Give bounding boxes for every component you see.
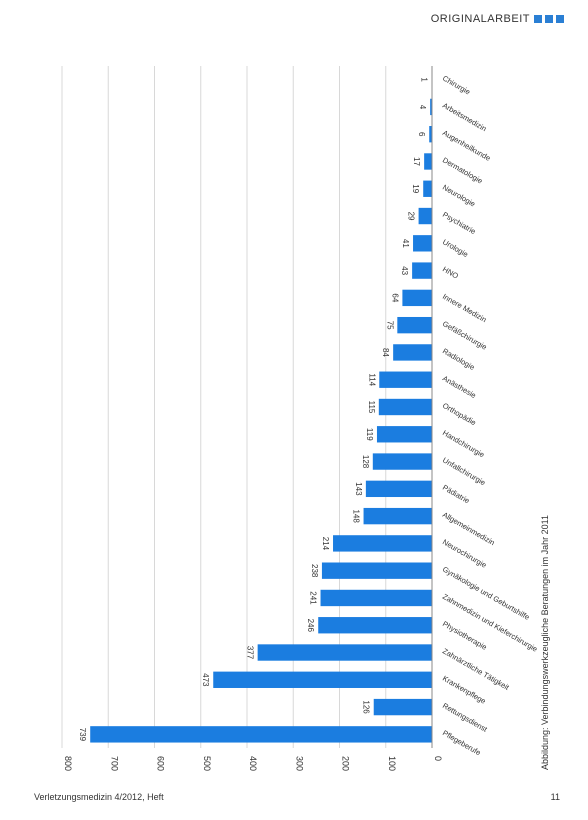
footer-page: 11 bbox=[551, 792, 560, 802]
category-label: Dermatologie bbox=[441, 155, 484, 185]
header-square bbox=[545, 15, 553, 23]
value-label: 377 bbox=[246, 646, 255, 660]
bar bbox=[379, 371, 432, 388]
bar bbox=[376, 426, 432, 443]
x-tick-label: 0 bbox=[433, 756, 443, 761]
value-label: 126 bbox=[362, 700, 371, 714]
bar bbox=[418, 207, 432, 225]
x-tick-label: 500 bbox=[202, 756, 212, 771]
bar bbox=[429, 126, 432, 143]
bar bbox=[213, 671, 432, 688]
value-label: 473 bbox=[201, 673, 210, 687]
category-label: Neurologie bbox=[441, 183, 477, 209]
bar bbox=[363, 507, 432, 525]
section-label: ORIGINALARBEIT bbox=[431, 13, 530, 25]
header-square bbox=[556, 15, 564, 23]
category-label: Innere Medizin bbox=[441, 292, 488, 324]
category-label: Unfallchirurgie bbox=[441, 455, 487, 487]
value-label: 6 bbox=[417, 132, 426, 137]
bar bbox=[257, 644, 432, 661]
x-tick-label: 300 bbox=[294, 756, 304, 771]
category-label: Gynäkologie und Geburtshilfe bbox=[441, 565, 531, 622]
x-tick-label: 400 bbox=[248, 756, 258, 771]
bar bbox=[413, 235, 432, 252]
x-tick-label: 600 bbox=[156, 756, 166, 771]
value-label: 75 bbox=[385, 321, 394, 330]
value-label: 241 bbox=[309, 591, 318, 605]
x-tick-label: 800 bbox=[63, 756, 73, 771]
bar bbox=[393, 344, 432, 361]
category-label: Pflegeberufe bbox=[441, 728, 482, 757]
value-label: 84 bbox=[381, 348, 390, 357]
value-label: 115 bbox=[367, 401, 376, 414]
value-label: 29 bbox=[407, 212, 416, 221]
x-tick-label: 700 bbox=[109, 756, 119, 771]
value-label: 17 bbox=[412, 157, 421, 166]
value-label: 128 bbox=[361, 455, 370, 469]
header-square bbox=[534, 15, 542, 23]
bar bbox=[373, 698, 432, 716]
category-label: Orthopädie bbox=[441, 401, 478, 427]
value-label: 114 bbox=[367, 373, 376, 386]
value-label: 143 bbox=[354, 482, 363, 496]
category-label: Neurochirurgie bbox=[441, 537, 488, 569]
bar bbox=[372, 453, 432, 470]
bar bbox=[365, 480, 432, 498]
category-label: Chirurgie bbox=[441, 74, 472, 97]
bar bbox=[430, 98, 432, 116]
bar bbox=[397, 316, 432, 334]
x-tick-label: 200 bbox=[341, 756, 351, 771]
value-label: 119 bbox=[365, 428, 374, 441]
bar bbox=[333, 535, 432, 552]
bar bbox=[424, 153, 432, 170]
category-label: Krankenpflege bbox=[441, 674, 487, 706]
chart-title: Abbildung: Verbindungswerkzeugliche Bera… bbox=[540, 515, 550, 770]
value-label: 41 bbox=[401, 239, 410, 248]
bar bbox=[318, 617, 432, 634]
value-label: 214 bbox=[321, 537, 330, 551]
bar bbox=[321, 562, 432, 579]
category-label: Radiologie bbox=[441, 346, 476, 372]
value-label: 739 bbox=[78, 728, 87, 742]
footer-journal: Verletzungsmedizin 4/2012, Heft bbox=[34, 792, 164, 802]
category-label: HNO bbox=[441, 265, 460, 281]
category-label: Handchirurgie bbox=[441, 428, 486, 459]
value-label: 19 bbox=[411, 184, 420, 193]
category-label: Zahnmedizin und Kieferchirurgie bbox=[441, 592, 539, 654]
value-label: 238 bbox=[310, 564, 319, 578]
category-label: Anästhesie bbox=[441, 374, 478, 400]
bar bbox=[412, 262, 432, 279]
category-label: Urologie bbox=[441, 237, 470, 259]
bar bbox=[378, 398, 432, 416]
bar bbox=[402, 289, 432, 307]
category-label: Psychiatrie bbox=[441, 210, 477, 236]
value-label: 4 bbox=[418, 105, 427, 110]
bar bbox=[423, 180, 432, 197]
category-label: Pädiatrie bbox=[441, 483, 471, 506]
value-label: 64 bbox=[390, 293, 399, 302]
bar bbox=[90, 726, 433, 743]
value-label: 43 bbox=[400, 266, 409, 275]
bar bbox=[320, 589, 432, 607]
value-label: 246 bbox=[306, 619, 315, 633]
x-tick-label: 100 bbox=[387, 756, 397, 771]
value-label: 148 bbox=[352, 509, 361, 523]
value-label: 1 bbox=[420, 77, 429, 82]
category-label: Arbeitsmedizin bbox=[441, 101, 488, 133]
